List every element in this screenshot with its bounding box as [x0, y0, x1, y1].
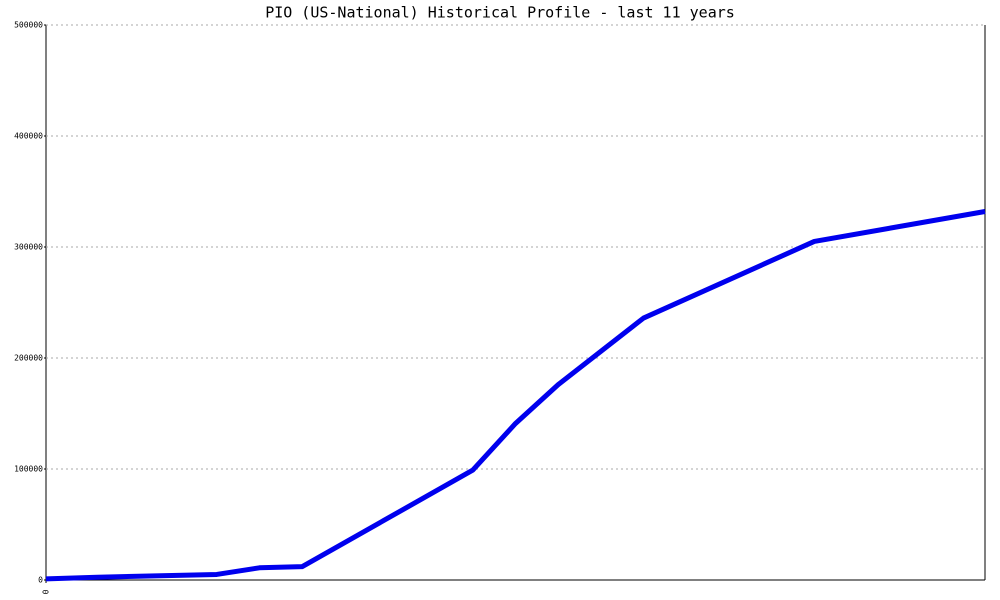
y-tick-label: 100000 — [14, 465, 43, 474]
y-tick-label: 200000 — [14, 354, 43, 363]
y-tick-label: 400000 — [14, 132, 43, 141]
y-tick-label: 300000 — [14, 243, 43, 252]
y-tick-label: 500000 — [14, 21, 43, 30]
line — [45, 209, 986, 582]
chart-title: PIO (US-National) Historical Profile - l… — [265, 4, 735, 22]
x-tick-label: 0 — [42, 589, 51, 594]
y-tick-label: 0 — [38, 576, 43, 585]
